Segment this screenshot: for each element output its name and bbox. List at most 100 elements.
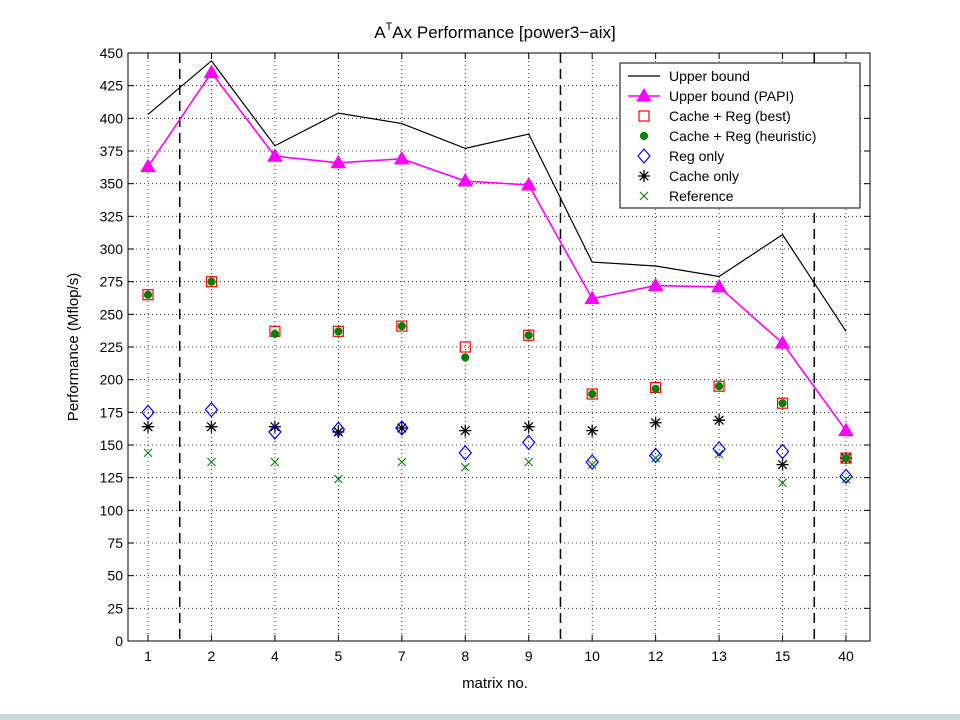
y-tick-label: 450 — [100, 45, 124, 61]
data-point-reference — [207, 457, 216, 467]
chart-title: ATAx Performance [power3−aix] — [374, 21, 616, 42]
data-point-cache-reg-best — [840, 452, 852, 464]
data-point-reg-only — [458, 444, 473, 461]
x-tick-label: 7 — [398, 648, 406, 664]
y-tick-label: 300 — [100, 241, 124, 257]
y-tick-label: 25 — [107, 600, 123, 616]
data-point-cache-reg-best — [586, 388, 598, 400]
data-point-cache-reg-best — [459, 341, 471, 353]
data-point-reference — [397, 457, 407, 467]
y-tick-label: 0 — [115, 633, 123, 649]
data-point-cache-reg-heuristic — [334, 327, 343, 336]
legend-marker — [638, 110, 650, 122]
data-point-cache-reg-best — [523, 329, 535, 341]
data-point-cache-only — [776, 458, 789, 471]
legend-label: Upper bound (PAPI) — [669, 88, 794, 104]
data-point-cache-only — [205, 420, 218, 433]
series-upper-bound-papi — [140, 64, 854, 437]
legend-label: Cache + Reg (heuristic) — [669, 128, 816, 144]
data-point-reference — [460, 462, 470, 472]
legend-marker — [639, 131, 649, 141]
data-point-upper-bound-papi — [711, 278, 727, 293]
x-axis-ticks: 1 2 4 5 7 8 9 10 12 13 15 40 — [144, 53, 854, 664]
x-tick-label: 9 — [525, 648, 533, 664]
data-point-cache-reg-heuristic — [651, 384, 660, 393]
data-point-upper-bound-papi — [774, 335, 791, 349]
x-axis-label: matrix no. — [462, 675, 528, 692]
y-axis-label: Performance (Mflop/s) — [65, 273, 82, 421]
data-point-cache-only — [459, 424, 472, 437]
x-tick-label: 10 — [584, 648, 600, 664]
legend-label: Reg only — [669, 148, 724, 164]
legend-entry-cache-reg-best: Cache + Reg (best) — [638, 108, 791, 124]
data-point-cache-only — [395, 422, 408, 435]
y-tick-label: 350 — [100, 176, 124, 192]
y-tick-label: 425 — [100, 78, 124, 94]
x-tick-label: 1 — [144, 648, 152, 664]
data-point-cache-only — [586, 424, 599, 437]
data-point-cache-reg-best — [205, 276, 218, 288]
x-tick-label: 13 — [711, 648, 727, 664]
legend-entry-upper-bound: Upper bound — [628, 68, 750, 84]
x-tick-label: 4 — [271, 648, 279, 664]
legend: Upper bound Upper bound (PAPI) Cache + Reg… — [619, 62, 861, 209]
data-point-reference — [270, 457, 280, 467]
series-line-upper-bound — [147, 59, 847, 332]
data-point-upper-bound-papi — [584, 290, 601, 305]
data-point-reference — [587, 460, 597, 469]
y-tick-label: 250 — [100, 306, 124, 322]
data-point-upper-bound-papi — [267, 148, 283, 162]
y-tick-label: 50 — [107, 568, 123, 584]
data-point-cache-reg-heuristic — [397, 321, 406, 331]
legend-marker — [638, 170, 650, 182]
y-tick-label: 325 — [100, 208, 124, 224]
data-point-reference — [143, 448, 153, 458]
legend-entry-upper-bound-papi: Upper bound (PAPI) — [628, 88, 794, 104]
data-point-reg-only — [521, 434, 536, 451]
data-point-cache-only — [649, 416, 662, 429]
data-point-reg-only — [395, 420, 409, 436]
legend-entry-cache-only: Cache only — [638, 168, 739, 184]
data-point-reg-only — [648, 447, 663, 464]
legend-label: Reference — [669, 188, 734, 204]
data-point-cache-reg-heuristic — [461, 353, 470, 362]
data-point-cache-reg-best — [713, 380, 725, 392]
data-point-cache-reg-heuristic — [524, 331, 533, 340]
data-point-reg-only — [712, 440, 726, 457]
data-point-cache-reg-best — [142, 289, 154, 301]
data-point-reg-only — [775, 443, 790, 460]
data-point-reference — [333, 474, 343, 484]
series — [140, 59, 854, 488]
data-point-reg-only — [141, 404, 155, 421]
y-tick-label: 200 — [100, 372, 124, 388]
y-tick-label: 175 — [100, 404, 124, 420]
series-reg-only — [141, 401, 853, 485]
y-tick-label: 150 — [100, 437, 124, 453]
data-point-reference — [524, 457, 534, 467]
data-point-reference — [841, 474, 851, 484]
legend-entry-reg-only: Reg only — [637, 148, 724, 164]
data-point-cache-only — [713, 414, 726, 427]
y-tick-label: 100 — [100, 502, 124, 518]
data-point-reg-only — [839, 468, 853, 485]
data-point-reference — [651, 453, 661, 463]
data-point-cache-reg-heuristic — [778, 399, 787, 408]
x-tick-label: 40 — [838, 648, 854, 664]
x-tick-label: 5 — [334, 648, 342, 664]
data-point-reg-only — [585, 454, 599, 470]
data-point-cache-only — [522, 420, 535, 433]
data-point-cache-reg-heuristic — [714, 382, 724, 391]
data-point-cache-reg-best — [776, 397, 789, 409]
data-point-cache-reg-heuristic — [143, 290, 153, 299]
legend-label: Cache only — [669, 168, 739, 184]
x-tick-label: 15 — [775, 648, 791, 664]
data-point-cache-only — [142, 420, 154, 433]
data-point-reg-only — [268, 424, 282, 440]
data-point-upper-bound-papi — [330, 154, 347, 169]
y-tick-label: 400 — [100, 110, 124, 126]
legend-label: Cache + Reg (best) — [669, 108, 791, 124]
x-tick-label: 2 — [208, 648, 216, 664]
data-point-upper-bound-papi — [520, 176, 537, 191]
series-upper-bound — [147, 59, 847, 332]
